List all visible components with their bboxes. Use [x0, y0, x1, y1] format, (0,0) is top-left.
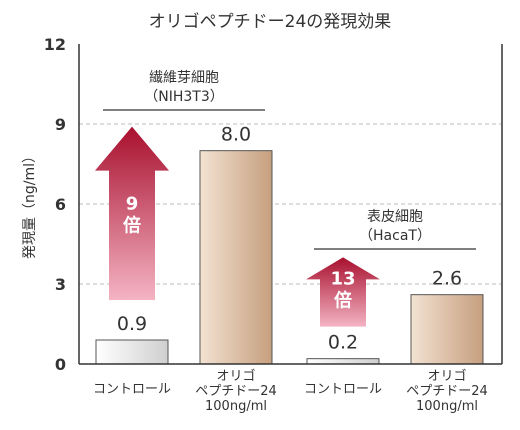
bar-value-label: 0.2 — [328, 332, 358, 354]
y-tick-label: 12 — [44, 35, 66, 54]
bar — [306, 358, 380, 365]
group-label: 表皮細胞 — [367, 209, 423, 225]
x-tick-label: オリゴ — [216, 368, 255, 384]
bar — [95, 339, 169, 365]
bars: 0.9 8.0 0.2 2.6 — [95, 124, 484, 365]
x-tick-label: 100ng/ml — [205, 399, 267, 414]
bar — [410, 294, 484, 365]
group-labels: 繊維芽細胞 （NIH3T3） 表皮細胞 （HacaT） — [103, 70, 476, 250]
bar-value-label: 0.9 — [117, 313, 147, 335]
chart-title: オリゴペプチドー24の発現効果 — [149, 11, 392, 32]
group-label: （HacaT） — [359, 228, 431, 244]
y-tick-label: 6 — [55, 195, 66, 214]
y-tick-label: 3 — [55, 275, 66, 294]
x-tick-label: 100ng/ml — [416, 399, 478, 414]
group-label: （NIH3T3） — [144, 89, 224, 105]
ratio-arrow — [95, 126, 169, 301]
bar-value-label: 2.6 — [432, 268, 462, 290]
bar — [199, 150, 273, 365]
x-tick-label: コントロール — [304, 382, 382, 397]
x-tick-label: オリゴ — [427, 368, 466, 384]
y-axis-label: 発現量（ng/ml） — [22, 149, 38, 259]
y-tick-labels: 0 3 6 9 12 — [44, 35, 66, 374]
x-tick-label: コントロール — [93, 382, 171, 397]
y-tick-label: 0 — [55, 355, 66, 374]
x-tick-labels: コントロールオリゴペプチドー24100ng/mlコントロールオリゴペプチドー24… — [93, 368, 488, 414]
ratio-label: 13 — [330, 268, 355, 289]
bar-value-label: 8.0 — [221, 124, 251, 146]
y-tick-label: 9 — [55, 115, 66, 134]
ratio-arrow — [306, 257, 380, 327]
group-label: 繊維芽細胞 — [149, 70, 219, 86]
x-tick-label: ペプチドー24 — [406, 384, 488, 399]
ratio-label: 倍 — [123, 214, 141, 236]
ratio-label: 倍 — [334, 289, 352, 311]
ratio-label: 9 — [126, 193, 139, 214]
x-tick-label: ペプチドー24 — [195, 384, 277, 399]
